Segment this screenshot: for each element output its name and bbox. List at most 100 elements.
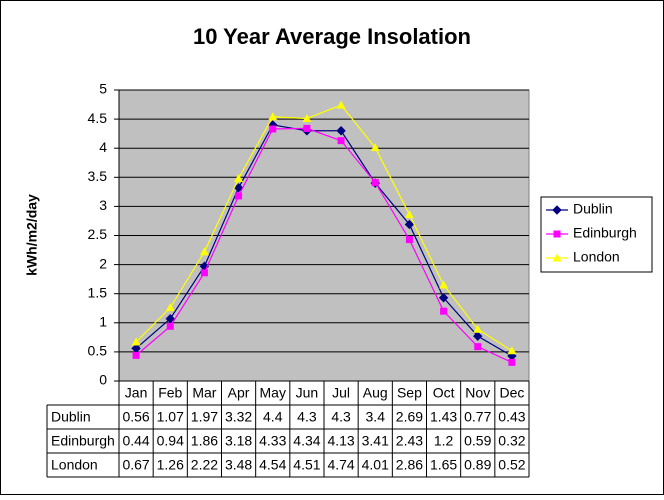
x-tick-label: Jun <box>296 385 319 401</box>
series-line <box>135 127 513 363</box>
table-cell: 4.34 <box>293 433 320 449</box>
marker <box>302 114 312 123</box>
table-cell: 3.41 <box>362 433 389 449</box>
table-row-label: London <box>51 457 98 473</box>
marker <box>507 346 517 355</box>
table-cell: 1.86 <box>191 433 218 449</box>
x-tick-label: Apr <box>228 385 250 401</box>
marker <box>166 322 174 330</box>
marker <box>404 219 415 230</box>
marker <box>404 210 414 219</box>
table-cell: 4.3 <box>297 409 317 425</box>
marker <box>336 126 346 136</box>
marker <box>235 192 243 200</box>
marker <box>165 303 175 312</box>
y-tick-label: 4.5 <box>88 110 108 126</box>
x-tick-label: Oct <box>433 385 455 401</box>
table-cell: 4.13 <box>327 433 354 449</box>
marker <box>473 331 483 341</box>
marker <box>473 324 483 333</box>
table-cell: 4.33 <box>259 433 286 449</box>
table-cell: 3.48 <box>225 457 252 473</box>
x-tick-label: Nov <box>465 385 490 401</box>
table-cell: 1.07 <box>157 409 184 425</box>
marker <box>269 125 277 133</box>
marker <box>370 143 380 152</box>
marker <box>268 112 278 121</box>
table-cell: 0.32 <box>498 433 525 449</box>
table-cell: 0.52 <box>498 457 525 473</box>
marker <box>508 358 516 366</box>
table-cell: 0.77 <box>464 409 491 425</box>
series-line <box>135 104 513 352</box>
chart-title: 10 Year Average Insolation <box>193 24 471 49</box>
marker <box>440 307 448 315</box>
y-tick-label: 0 <box>99 372 107 388</box>
table-cell: 3.32 <box>225 409 252 425</box>
marker <box>199 247 209 256</box>
table-cell: 2.69 <box>396 409 423 425</box>
table-cell: 1.97 <box>191 409 218 425</box>
table-cell: 0.94 <box>157 433 184 449</box>
y-tick-label: 2 <box>99 255 107 271</box>
table-cell: 1.65 <box>430 457 457 473</box>
table-cell: 3.18 <box>225 433 252 449</box>
marker <box>438 293 449 303</box>
table-cell: 0.44 <box>122 433 149 449</box>
table-cell: 0.89 <box>464 457 491 473</box>
marker <box>233 183 244 193</box>
x-tick-label: Sep <box>397 385 422 401</box>
table-cell: 4.01 <box>362 457 389 473</box>
table-row-label: Edinburgh <box>51 433 115 449</box>
marker <box>552 253 562 262</box>
marker <box>405 236 413 244</box>
x-tick-label: Jul <box>332 385 350 401</box>
marker <box>131 337 141 346</box>
table-cell: 3.4 <box>366 409 386 425</box>
table-cell: 1.26 <box>157 457 184 473</box>
y-tick-label: 3.5 <box>88 168 108 184</box>
x-tick-label: Dec <box>499 385 524 401</box>
table-cell: 4.51 <box>293 457 320 473</box>
y-tick-label: 0.5 <box>88 343 108 359</box>
y-tick-label: 4 <box>99 139 107 155</box>
y-tick-label: 1.5 <box>88 284 108 300</box>
table-cell: 4.74 <box>327 457 354 473</box>
legend-label: Dublin <box>573 201 613 217</box>
legend-label: London <box>573 249 620 265</box>
table-cell: 0.59 <box>464 433 491 449</box>
marker <box>553 230 561 238</box>
marker <box>552 205 562 215</box>
table-cell: 0.43 <box>498 409 525 425</box>
x-tick-label: Mar <box>192 385 216 401</box>
marker <box>337 137 345 145</box>
y-axis-title: kWh/m2/day <box>24 194 40 276</box>
x-tick-label: Jan <box>125 385 148 401</box>
table-cell: 0.67 <box>122 457 149 473</box>
marker <box>303 124 311 132</box>
table-cell: 4.3 <box>331 409 351 425</box>
table-cell: 2.22 <box>191 457 218 473</box>
marker <box>132 351 140 359</box>
x-tick-label: Feb <box>158 385 182 401</box>
table-cell: 0.56 <box>122 409 149 425</box>
x-tick-label: Aug <box>363 385 388 401</box>
marker <box>371 179 379 187</box>
marker <box>200 269 208 277</box>
marker <box>165 314 175 324</box>
table-cell: 4.4 <box>263 409 283 425</box>
table-cell: 2.86 <box>396 457 423 473</box>
legend-label: Edinburgh <box>573 225 637 241</box>
y-tick-label: 1 <box>99 314 107 330</box>
marker <box>336 100 346 109</box>
y-tick-label: 2.5 <box>88 226 108 242</box>
table-cell: 2.43 <box>396 433 423 449</box>
marker <box>234 173 244 182</box>
y-tick-label: 5 <box>99 81 107 97</box>
marker <box>474 343 482 351</box>
table-cell: 1.43 <box>430 409 457 425</box>
table-row-label: Dublin <box>51 409 91 425</box>
table-cell: 4.54 <box>259 457 286 473</box>
marker <box>439 280 449 289</box>
